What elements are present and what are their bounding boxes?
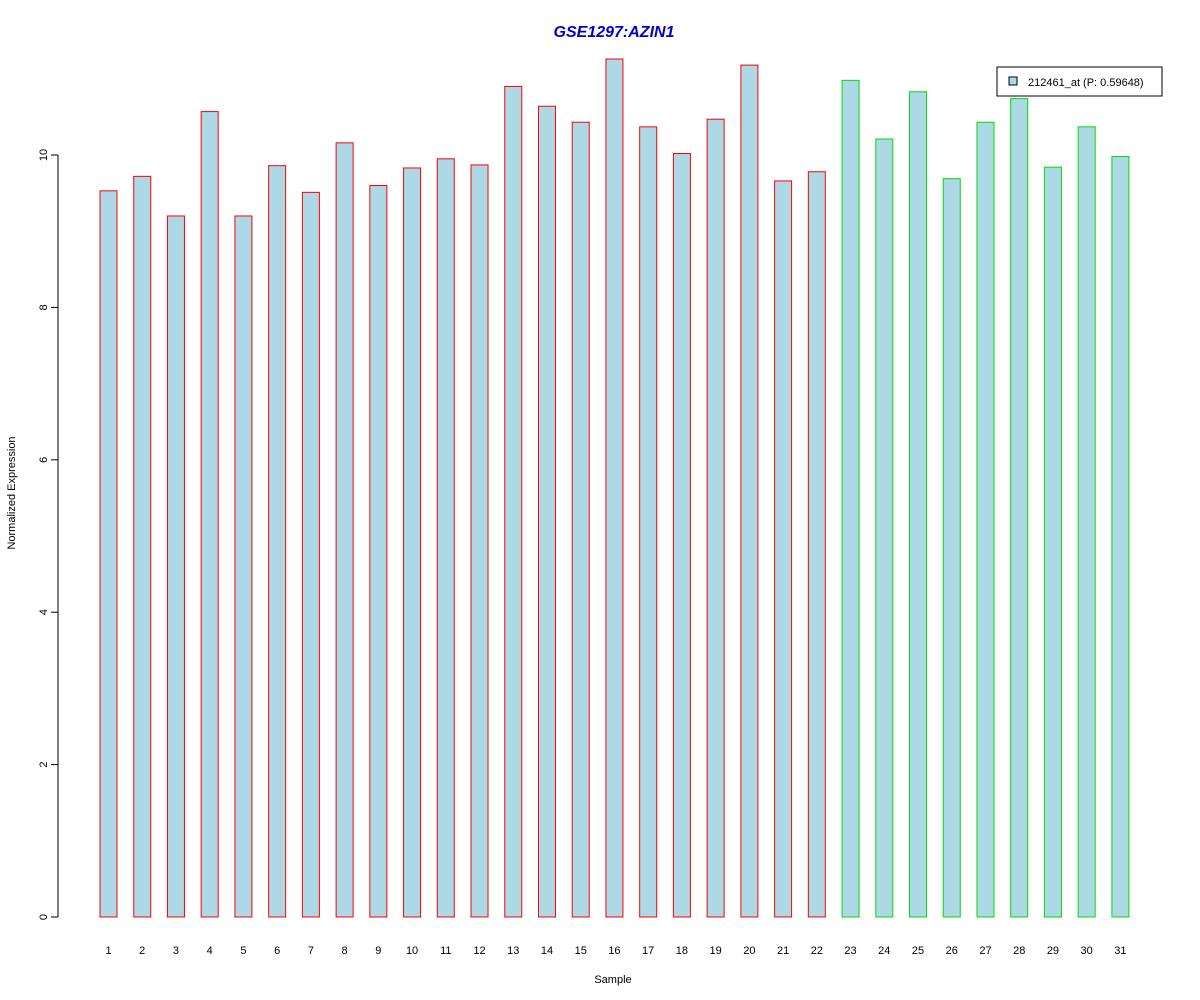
legend: 212461_at (P: 0.59648)	[996, 66, 1163, 97]
x-tick-labels: 1 2 3 4 5 6 7 8 9 10 11 12 13 14 15 16 17 18 19 20 21 22 23 24 2…	[105, 945, 1126, 957]
x-tick-label: 17	[642, 945, 654, 957]
bar-sample-4	[200, 111, 219, 918]
x-tick-label: 15	[575, 945, 587, 957]
x-tick-label: 7	[308, 945, 314, 957]
bar-sample-16	[605, 58, 624, 918]
x-tick-label: 18	[676, 945, 688, 957]
bar-sample-14	[537, 105, 556, 918]
bar-sample-24	[875, 138, 894, 918]
bar-sample-20	[740, 64, 759, 918]
x-tick-label: 26	[946, 945, 958, 957]
legend-box	[996, 66, 1163, 97]
bar-sample-7	[301, 191, 320, 918]
x-tick-label: 8	[342, 945, 348, 957]
x-tick-label: 24	[878, 945, 890, 957]
x-tick-label: 31	[1114, 945, 1126, 957]
x-tick-label: 14	[541, 945, 553, 957]
x-tick-label: 19	[710, 945, 722, 957]
y-axis: 0 2 4 6 8 10	[38, 149, 59, 920]
bar-sample-15	[571, 121, 590, 918]
y-tick-label: 8	[38, 304, 50, 310]
bar-sample-26	[942, 178, 961, 918]
bar-sample-18	[672, 152, 691, 918]
x-tick-label: 1	[105, 945, 111, 957]
bar-sample-8	[335, 142, 354, 918]
x-tick-label: 5	[240, 945, 246, 957]
bar-sample-27	[976, 121, 995, 918]
x-tick-label: 23	[844, 945, 856, 957]
x-tick-label: 12	[473, 945, 485, 957]
chart-title: GSE1297:AZIN1	[554, 24, 675, 41]
x-tick-label: 25	[912, 945, 924, 957]
x-tick-label: 22	[811, 945, 823, 957]
x-tick-label: 4	[207, 945, 213, 957]
bar-sample-3	[166, 215, 185, 918]
x-tick-label: 29	[1047, 945, 1059, 957]
bar-sample-23	[841, 79, 860, 918]
bar-sample-13	[504, 85, 523, 918]
x-tick-label: 9	[375, 945, 381, 957]
bar-sample-28	[1010, 98, 1029, 918]
x-axis-label: Sample	[594, 974, 631, 986]
x-tick-label: 6	[274, 945, 280, 957]
x-tick-label: 2	[139, 945, 145, 957]
bar-sample-2	[133, 175, 152, 918]
bar-sample-9	[369, 184, 388, 918]
bar-sample-25	[909, 91, 928, 918]
bar-sample-31	[1111, 156, 1130, 918]
bar-sample-1	[99, 190, 118, 918]
bar-sample-30	[1077, 126, 1096, 918]
x-tick-label: 27	[979, 945, 991, 957]
bar-sample-5	[234, 215, 253, 918]
bar-sample-22	[807, 171, 826, 918]
bar-sample-29	[1043, 166, 1062, 918]
legend-swatch	[1008, 76, 1018, 86]
x-tick-label: 3	[173, 945, 179, 957]
legend-label: 212461_at (P: 0.59648)	[1028, 77, 1144, 89]
bar-sample-17	[639, 126, 658, 918]
x-tick-label: 10	[406, 945, 418, 957]
x-tick-label: 21	[777, 945, 789, 957]
bar-sample-19	[706, 118, 725, 918]
y-tick-label: 0	[38, 914, 50, 920]
bars-group	[99, 58, 1130, 918]
y-tick-label: 10	[38, 149, 50, 161]
y-tick-label: 4	[38, 609, 50, 615]
bar-sample-12	[470, 164, 489, 918]
bar-sample-10	[403, 167, 422, 918]
bar-sample-21	[774, 180, 793, 918]
y-tick-label: 2	[38, 762, 50, 768]
x-tick-label: 11	[440, 945, 451, 957]
x-tick-label: 28	[1013, 945, 1025, 957]
x-tick-label: 20	[743, 945, 755, 957]
x-tick-label: 16	[608, 945, 620, 957]
bar-sample-11	[436, 158, 455, 918]
y-tick-label: 6	[38, 457, 50, 463]
bar-sample-6	[268, 165, 287, 918]
x-tick-label: 13	[507, 945, 519, 957]
y-axis-label: Normalized Expression	[6, 436, 18, 549]
x-tick-label: 30	[1081, 945, 1093, 957]
